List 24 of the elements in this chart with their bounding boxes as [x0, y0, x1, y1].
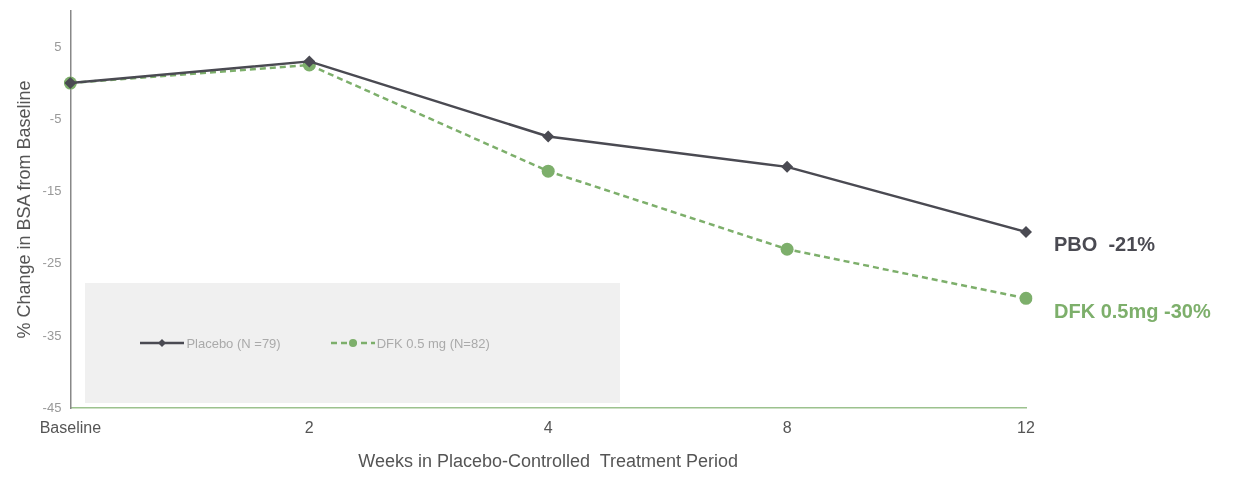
y-tick-label: -35 [42, 327, 62, 343]
legend-label: Placebo (N =79) [186, 335, 281, 351]
y-tick-label: -25 [42, 255, 62, 271]
x-tick-label: 8 [782, 419, 792, 437]
x-tick-label: Baseline [39, 419, 102, 437]
y-tick-label: 5 [54, 38, 62, 54]
annotation: DFK 0.5mg -30% [1054, 299, 1211, 322]
x-axis-title: Weeks in Placebo-Controlled Treatment Period [358, 451, 739, 472]
y-tick-label: -45 [42, 399, 62, 415]
point [541, 164, 555, 178]
legend-label: DFK 0.5 mg (N=82) [376, 335, 490, 351]
x-tick-label: 4 [543, 419, 553, 437]
x-tick-label: 12 [1017, 419, 1035, 437]
annotation: PBO -21% [1054, 233, 1156, 256]
y-tick-label: -5 [49, 110, 62, 126]
point [542, 130, 555, 143]
point [1019, 291, 1033, 305]
y-tick-label: -15 [42, 183, 62, 199]
x-tick-label: 2 [304, 419, 314, 437]
point [1020, 225, 1032, 238]
point [781, 160, 794, 173]
y-axis-title: % Change in BSA from Baseline [13, 80, 34, 339]
point [303, 55, 316, 68]
point [780, 242, 794, 256]
